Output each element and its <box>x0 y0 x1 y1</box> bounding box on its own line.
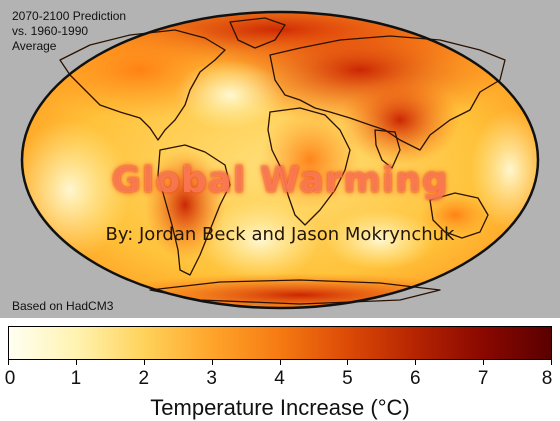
model-source-label: Based on HadCM3 <box>12 299 114 313</box>
temperature-field <box>22 12 538 308</box>
colorbar-tick-8 <box>551 360 552 365</box>
colorbar-tick-label: 5 <box>342 368 353 389</box>
slide-authors: By: Jordan Beck and Jason Mokrynchuk <box>105 224 455 245</box>
colorbar-tick-5 <box>347 360 349 365</box>
average-label: Average <box>12 39 57 53</box>
colorbar-tick-2 <box>143 360 145 365</box>
colorbar-tick-label: 6 <box>409 368 421 389</box>
colorbar-tick-label: 7 <box>477 368 489 389</box>
south-america-outline <box>157 144 231 276</box>
map-panel: 2070-2100 Prediction vs. 1960-1990 Avera… <box>0 0 560 318</box>
colorbar-tick-4 <box>279 360 281 365</box>
europe-asia-outline <box>269 35 506 151</box>
colorbar-tick-label: 2 <box>138 368 150 389</box>
colorbar-tick-label: 4 <box>274 368 285 389</box>
prediction-period-label: 2070-2100 Prediction <box>12 9 127 23</box>
india-outline <box>374 129 401 169</box>
colorbar-axis-label: Temperature Increase (°C) <box>150 395 410 420</box>
map-border <box>20 10 540 310</box>
colorbar-tick-label: 3 <box>206 368 217 389</box>
colorbar-tick-3 <box>211 360 213 365</box>
continent-outlines <box>59 17 506 305</box>
world-temperature-map <box>20 10 540 310</box>
baseline-period-label: vs. 1960-1990 <box>12 24 89 38</box>
colorbar-tick-label: 1 <box>70 368 82 389</box>
temperature-colorbar <box>8 326 552 360</box>
colorbar-tick-1 <box>75 360 77 365</box>
colorbar-tick-label: 8 <box>541 368 553 389</box>
slide-title: Global Warming <box>111 160 449 201</box>
north-america-outline <box>59 29 226 141</box>
greenland-outline <box>229 17 286 49</box>
australia-outline <box>429 192 489 239</box>
colorbar-tick-0 <box>8 360 9 365</box>
colorbar-tick-label: 0 <box>4 368 16 389</box>
antarctica-outline <box>149 279 441 305</box>
colorbar-tick-7 <box>483 360 485 365</box>
africa-outline <box>267 107 351 226</box>
colorbar-tick-6 <box>415 360 417 365</box>
